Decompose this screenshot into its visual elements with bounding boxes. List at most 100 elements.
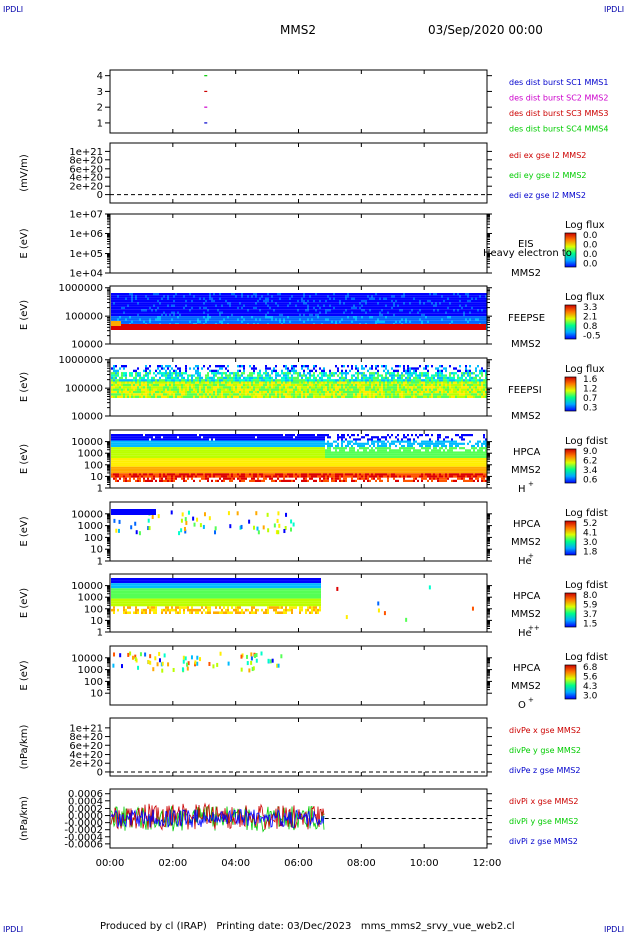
spectrogram-cell (313, 320, 315, 324)
spectrogram-cell (247, 388, 249, 391)
spectrogram-cell (481, 318, 483, 321)
spectrogram-cell (483, 313, 485, 317)
spectrogram-cell (203, 299, 205, 303)
spectrogram-cell (185, 388, 187, 391)
spectrogram-cell (123, 299, 125, 303)
spectrogram-cell (153, 381, 155, 384)
spectrogram-cell (183, 304, 185, 307)
spectrogram-cell (251, 395, 253, 398)
spectrogram-cell (211, 304, 213, 307)
spectrogram-cell (177, 374, 179, 377)
spectrogram-cell (185, 372, 187, 375)
spectrogram-cell (233, 293, 235, 296)
spectrogram-cell (151, 395, 153, 398)
spectrogram-cell (479, 313, 481, 317)
spectrogram-cell (223, 304, 225, 307)
spectrogram-cell (459, 295, 461, 298)
spectrogram-cell (363, 386, 365, 389)
spectrogram-cell (333, 311, 335, 314)
spectrogram-cell (111, 383, 113, 387)
spectrogram-cell (327, 304, 329, 307)
spectrogram-cell (477, 309, 479, 312)
spectrogram-cell (135, 381, 137, 384)
spectrogram-cell (439, 302, 441, 305)
spectrogram-cell (307, 393, 309, 396)
spectrogram-cell (425, 304, 427, 307)
spectrogram-cell (285, 365, 287, 368)
spectrogram-cell (471, 304, 473, 307)
spectrogram-cell (343, 309, 345, 312)
spectrogram-cell (195, 313, 197, 317)
spectrogram-cell (315, 304, 317, 307)
spectrogram-cell (417, 306, 419, 310)
spectrogram-cell (421, 293, 423, 296)
spectrogram-cell (441, 313, 443, 317)
spectrogram-cell (159, 376, 161, 380)
spectrogram-cell (337, 293, 339, 296)
spectrogram-cell (413, 367, 415, 370)
spectrogram-cell (217, 376, 219, 380)
spectrogram-cell (363, 379, 365, 382)
spectrogram-cell (351, 311, 353, 314)
colorbar-tick-label: 3.3 (583, 303, 597, 313)
spectrogram-cell (123, 311, 125, 314)
spectrogram-cell (455, 320, 457, 324)
spectrogram-cell (173, 369, 175, 373)
spectrogram-cell (127, 313, 129, 317)
spectrogram-cell (385, 320, 387, 324)
spectrogram-cell (229, 383, 231, 387)
spectrogram-cell (383, 295, 385, 298)
spectrogram-cell (291, 297, 293, 300)
spectrogram-cell (227, 388, 229, 391)
spectrogram-cell (425, 311, 427, 314)
spectrogram-cell (413, 393, 415, 396)
spectrogram-cell (369, 309, 371, 312)
spectrogram-cell (133, 376, 135, 380)
spectrogram-cell (343, 365, 345, 368)
spectrogram-cell (345, 376, 347, 380)
spectrogram-cell (255, 306, 257, 310)
spectrogram-cell (143, 297, 145, 300)
spectrogram-cell (111, 306, 113, 310)
spectrogram-cell (361, 313, 363, 317)
spectrogram-cell (485, 306, 487, 310)
spectrogram-cell (403, 369, 405, 373)
spectrogram-cell (225, 388, 227, 391)
spectrogram-cell (305, 311, 307, 314)
spectrogram-cell (275, 365, 277, 368)
spectrogram-cell (383, 395, 385, 398)
spectrogram-cell (193, 316, 195, 319)
spectrogram-cell (387, 313, 389, 317)
spectrogram-cell (327, 383, 329, 387)
spectrogram-cell (167, 309, 169, 312)
spectrogram-cell (301, 318, 303, 321)
spectrogram-cell (195, 369, 197, 373)
spectrogram-cell (237, 393, 239, 396)
spectrogram-cell (129, 318, 131, 321)
spectrogram-cell (111, 293, 113, 296)
spectrogram-cell (193, 295, 195, 298)
spectrogram-cell (153, 383, 155, 387)
spectrogram-cell (235, 374, 237, 377)
spectrogram-cell (205, 316, 207, 319)
spectrogram-cell (281, 318, 283, 321)
spectrogram-cell (223, 376, 225, 380)
spectrogram-cell (261, 395, 263, 398)
spectrogram-cell (413, 304, 415, 307)
spectrogram-cell (451, 302, 453, 305)
spectrogram-cell (217, 381, 219, 384)
spectrogram-cell (331, 386, 333, 389)
spectrogram-cell (187, 379, 189, 382)
spectrogram-cell (345, 304, 347, 307)
spectrogram-cell (419, 388, 421, 391)
spectrogram-cell (271, 306, 273, 310)
spectrogram-cell (129, 311, 131, 314)
spectrogram-cell (471, 295, 473, 298)
spectrogram-cell (201, 390, 203, 394)
spectrogram-cell (219, 302, 221, 305)
spectrogram-cell (243, 369, 245, 373)
spectrogram-cell (337, 297, 339, 300)
spectrogram-cell (255, 393, 257, 396)
spectrogram-cell (363, 299, 365, 303)
spectrogram-cell (323, 367, 325, 370)
